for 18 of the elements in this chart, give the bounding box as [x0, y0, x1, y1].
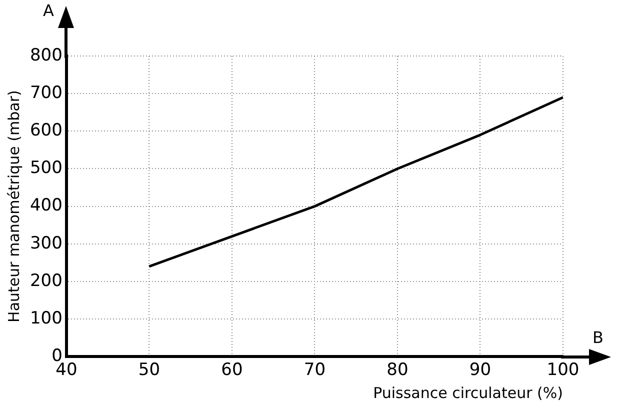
x-tick-label: 50	[138, 360, 160, 380]
y-tick-label: 700	[30, 82, 62, 103]
y-tick-label: 500	[30, 158, 62, 178]
y-tick-label: 300	[30, 233, 62, 254]
y-tick-label: 600	[30, 120, 62, 141]
x-tick-label: 90	[469, 360, 492, 380]
y-tick-label: 100	[30, 308, 62, 328]
y-tick-label: 200	[30, 270, 62, 291]
text: B	[592, 328, 604, 347]
x-tick-label: 80	[386, 360, 408, 380]
y-axis-title: Hauteur manométrique (mbar)	[4, 90, 23, 322]
x-tick-label: 60	[221, 360, 243, 380]
y-tick-label: 400	[30, 196, 62, 216]
y-tick-label: 800	[30, 45, 62, 66]
x-axis-title: Puissance circulateur (%)	[373, 384, 563, 402]
x-tick-label: 70	[304, 360, 326, 380]
text: A	[42, 1, 54, 20]
x-tick-label: 100	[546, 360, 580, 380]
